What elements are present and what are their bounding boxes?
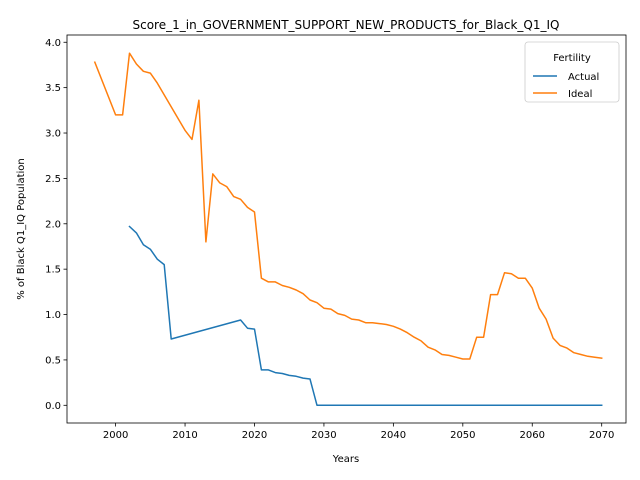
x-tick-label: 2060 (520, 430, 545, 441)
axes-border (66, 34, 627, 424)
x-tick-label: 2030 (311, 430, 336, 441)
chart-title: Score_1_in_GOVERNMENT_SUPPORT_NEW_PRODUC… (132, 18, 559, 32)
series-line-actual (128, 225, 603, 407)
legend-title: Fertility (553, 53, 591, 64)
legend: Fertility Actual Ideal (524, 41, 620, 103)
x-axis: 2000 2010 2020 2030 2040 2050 2060 2070 (103, 423, 614, 441)
x-tick-label: 2010 (172, 430, 197, 441)
y-tick-label: 0.0 (45, 401, 61, 412)
y-axis-label: % of Black Q1_IQ Population (16, 158, 27, 300)
y-tick-label: 3.5 (45, 83, 61, 94)
x-tick-label: 2070 (589, 430, 614, 441)
y-tick-label: 2.5 (45, 174, 61, 185)
x-axis-label: Years (332, 454, 359, 465)
y-tick-label: 0.5 (45, 355, 61, 366)
x-tick-label: 2020 (242, 430, 267, 441)
y-axis: 0.0 0.5 1.0 1.5 2.0 2.5 3.0 3.5 4.0 (45, 38, 67, 412)
x-tick-label: 2050 (450, 430, 475, 441)
y-tick-label: 4.0 (45, 38, 61, 49)
legend-label-actual: Actual (568, 72, 599, 83)
series-layer (93, 52, 603, 407)
x-tick-label: 2000 (103, 430, 128, 441)
series-line-ideal (93, 52, 603, 360)
x-tick-label: 2040 (381, 430, 406, 441)
y-tick-label: 1.5 (45, 265, 61, 276)
legend-box (524, 41, 620, 103)
y-tick-label: 3.0 (45, 129, 61, 140)
y-tick-label: 2.0 (45, 219, 61, 230)
y-tick-label: 1.0 (45, 310, 61, 321)
legend-label-ideal: Ideal (568, 89, 592, 100)
